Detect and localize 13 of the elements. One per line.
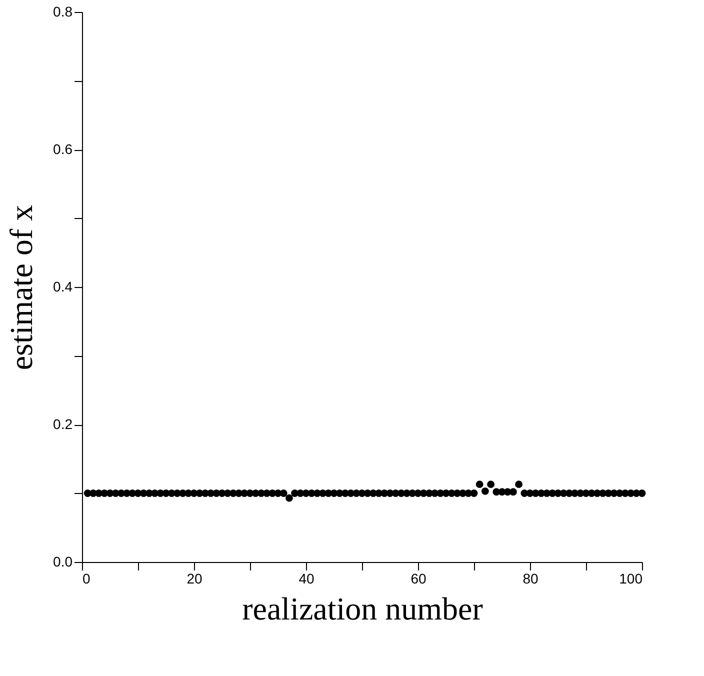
x-tick-label: 40 — [298, 570, 314, 586]
x-axis-title: realization number — [242, 590, 484, 626]
x-tick-label: 100 — [619, 570, 643, 586]
y-tick-label: 0.2 — [53, 416, 73, 432]
x-tick-label: 60 — [410, 570, 426, 586]
x-tick-label: 20 — [186, 570, 202, 586]
y-axis-title: estimate of x — [3, 204, 40, 370]
x-tick-label: 80 — [522, 570, 538, 586]
y-tick-label: 0.4 — [53, 278, 73, 294]
y-tick-label: 0.0 — [53, 554, 73, 570]
y-tick-label: 0.8 — [53, 4, 73, 20]
y-tick-label: 0.6 — [53, 141, 73, 157]
x-tick-label: 0 — [82, 570, 90, 586]
